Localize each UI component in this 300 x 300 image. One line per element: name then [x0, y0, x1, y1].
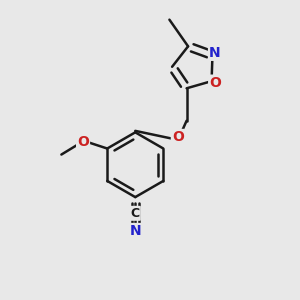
Text: O: O — [77, 135, 89, 149]
Text: O: O — [172, 130, 184, 144]
Text: C: C — [131, 207, 140, 220]
Text: N: N — [209, 46, 220, 60]
Text: O: O — [209, 76, 221, 90]
Text: N: N — [130, 224, 141, 238]
